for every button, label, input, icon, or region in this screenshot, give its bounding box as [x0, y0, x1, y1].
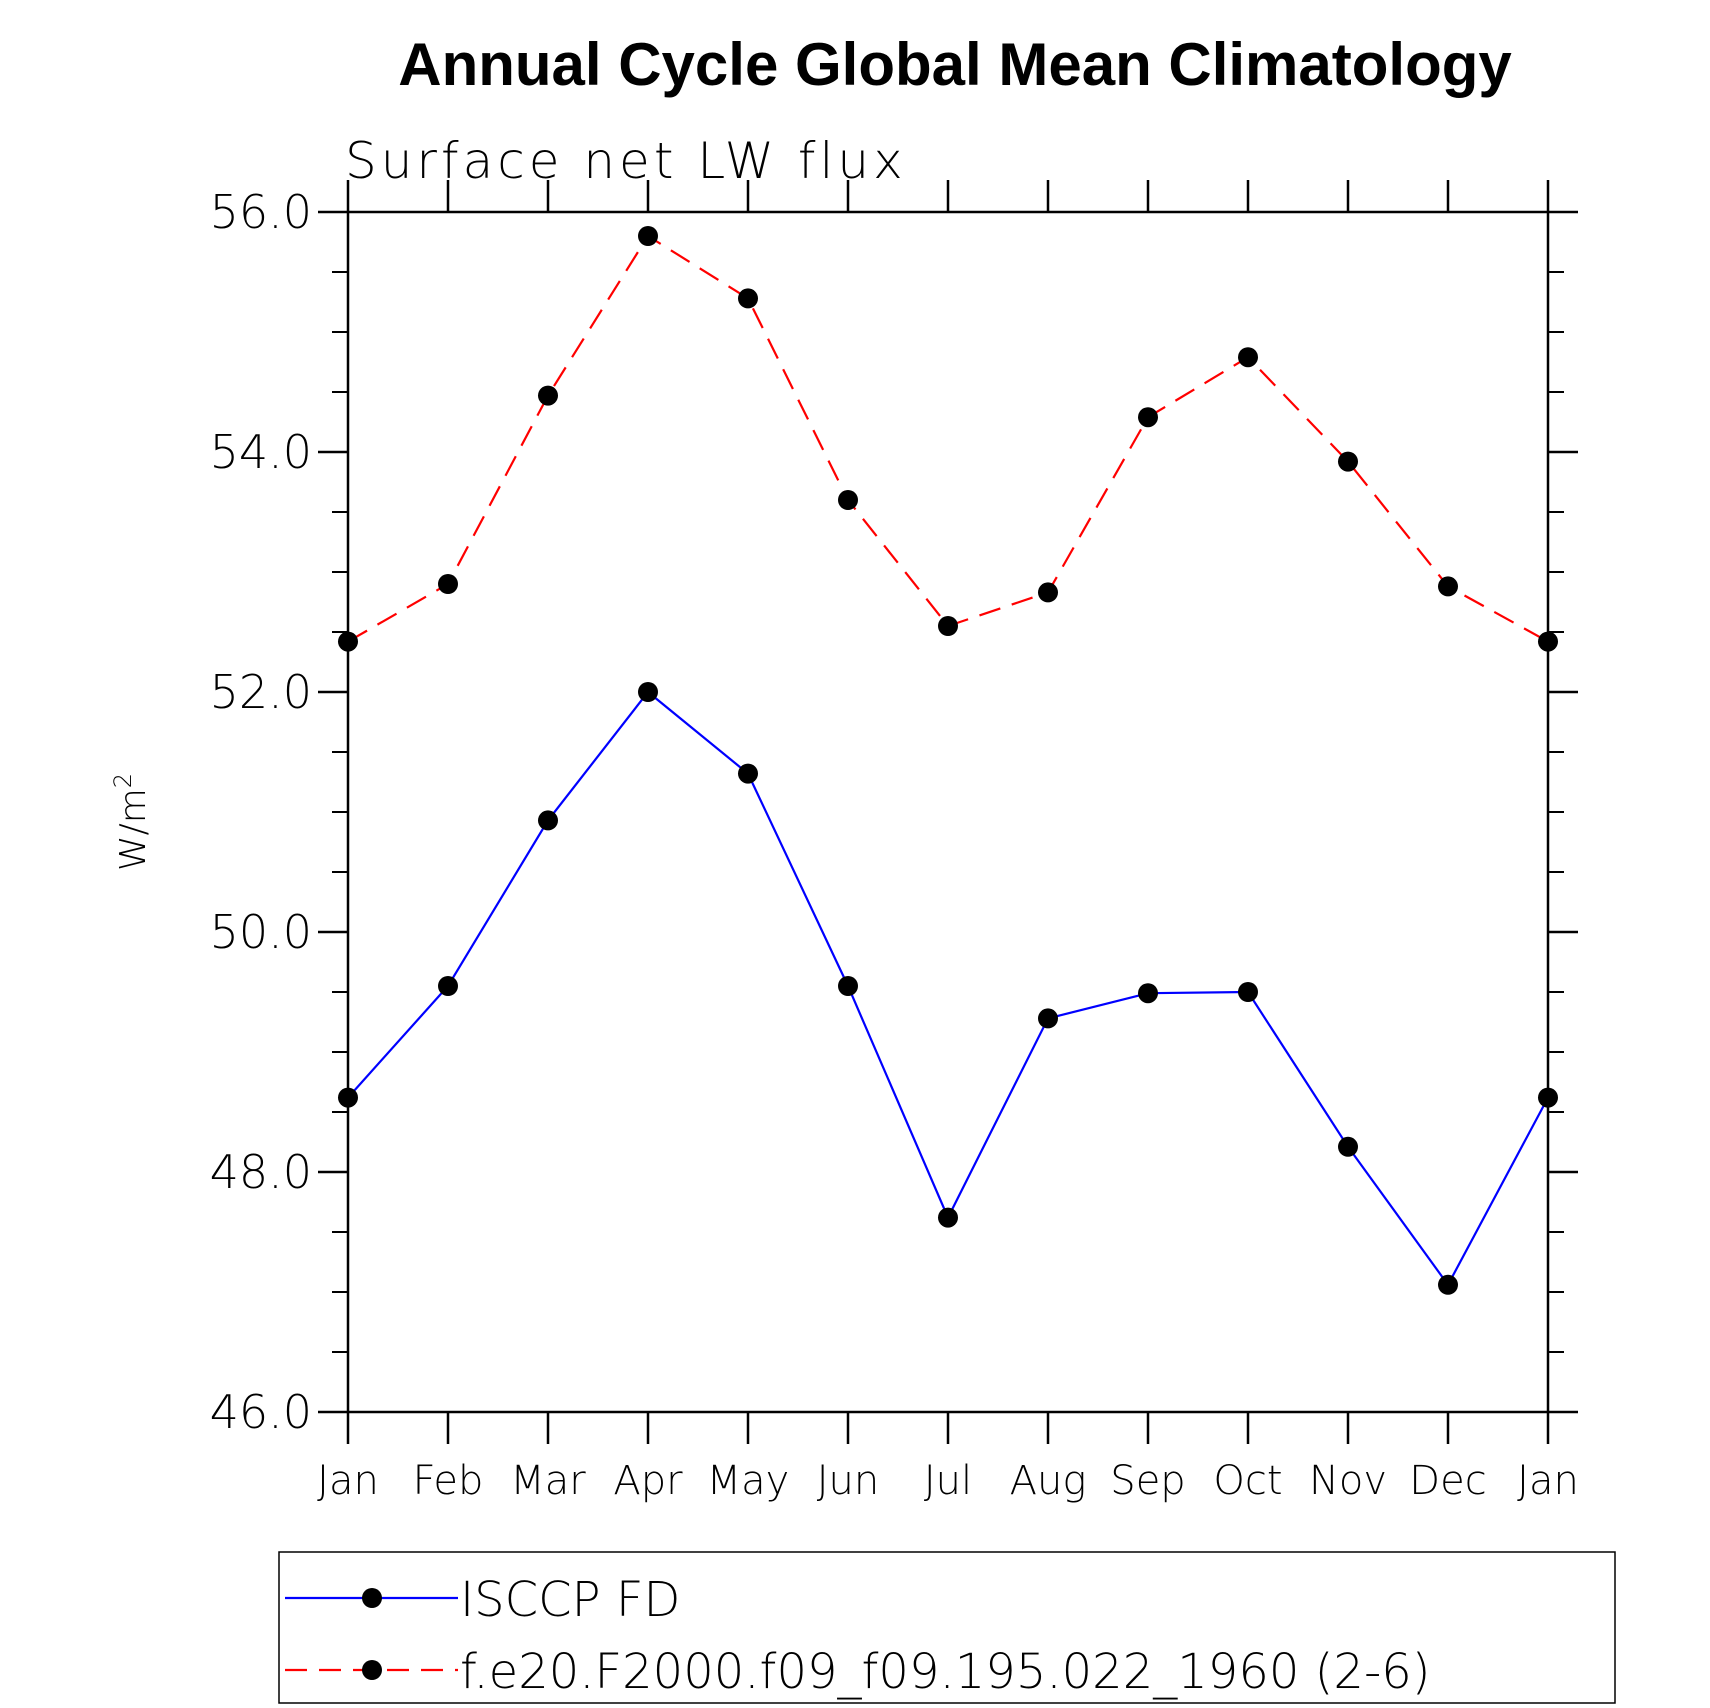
x-tick-label: Apr	[613, 1458, 683, 1504]
y-tick-label: 50.0	[210, 905, 312, 959]
x-tick-label: Jul	[924, 1458, 972, 1504]
x-tick-label: May	[707, 1458, 790, 1504]
legend-swatch-marker-isccp	[362, 1588, 382, 1608]
data-point-series-0	[938, 1207, 958, 1228]
data-point-series-0	[1338, 1136, 1358, 1157]
data-point-series-1	[1438, 576, 1458, 597]
data-point-series-1	[1138, 407, 1158, 428]
data-point-series-0	[538, 810, 558, 831]
y-axis-label: W/m2	[109, 773, 154, 871]
x-tick-label: Mar	[510, 1458, 586, 1504]
legend-label-isccp: ISCCP FD	[460, 1572, 680, 1628]
data-point-series-0	[1038, 1008, 1058, 1029]
data-point-series-1	[938, 616, 958, 636]
x-tick-label: Nov	[1309, 1458, 1387, 1504]
data-point-series-0	[1538, 1087, 1558, 1108]
legend-swatch-marker-model	[362, 1660, 382, 1680]
x-tick-label: Oct	[1213, 1458, 1282, 1504]
y-tick-label: 48.0	[210, 1145, 312, 1199]
data-point-series-1	[1238, 347, 1258, 368]
legend: ISCCP FD f.e20.F2000.f09_f09.195.022_196…	[278, 1551, 1616, 1704]
legend-box	[278, 1551, 1616, 1704]
x-tick-label: Sep	[1110, 1458, 1185, 1504]
plot-frame	[346, 210, 1550, 1414]
y-tick-label: 56.0	[210, 185, 312, 239]
data-point-series-0	[1138, 983, 1158, 1004]
data-point-series-1	[1338, 451, 1358, 472]
data-point-series-1	[738, 288, 758, 309]
data-point-series-1	[638, 226, 658, 246]
y-tick-label: 54.0	[210, 425, 312, 479]
data-point-series-0	[638, 682, 658, 702]
x-tick-label: Dec	[1409, 1458, 1486, 1504]
data-point-series-0	[738, 763, 758, 784]
data-point-series-0	[1238, 982, 1258, 1002]
data-point-series-1	[338, 631, 358, 652]
chart-title: Annual Cycle Global Mean Climatology	[398, 31, 1512, 98]
series-line-1	[347, 234, 1549, 643]
data-series	[338, 226, 1558, 1295]
data-point-series-1	[438, 574, 458, 594]
data-point-series-0	[1438, 1274, 1458, 1295]
x-tick-label: Feb	[413, 1458, 484, 1504]
data-point-series-0	[438, 976, 458, 996]
series-line-0	[347, 690, 1549, 1287]
y-tick-label: 52.0	[210, 665, 312, 719]
data-point-series-1	[838, 490, 858, 510]
axes: Jan Feb Mar Apr May Jun Jul Aug Sep Oct Nov Dec Jan4…	[210, 180, 1579, 1504]
x-tick-label: Jan	[317, 1458, 379, 1504]
x-tick-label: Aug	[1010, 1458, 1087, 1504]
data-point-series-0	[338, 1087, 358, 1108]
x-tick-label: Jan	[1517, 1458, 1579, 1504]
data-point-series-1	[1038, 582, 1058, 603]
data-point-series-1	[538, 385, 558, 406]
y-axis-label-main: W/m	[113, 788, 154, 871]
y-tick-label: 46.0	[210, 1385, 312, 1439]
data-point-series-1	[1538, 631, 1558, 652]
y-axis-label-superscript: 2	[109, 773, 137, 788]
chart-subtitle: Surface net LW flux	[345, 132, 907, 190]
data-point-series-0	[838, 976, 858, 996]
x-tick-label: Jun	[817, 1458, 880, 1504]
legend-label-model: f.e20.F2000.f09_f09.195.022_1960 (2-6)	[460, 1644, 1431, 1700]
